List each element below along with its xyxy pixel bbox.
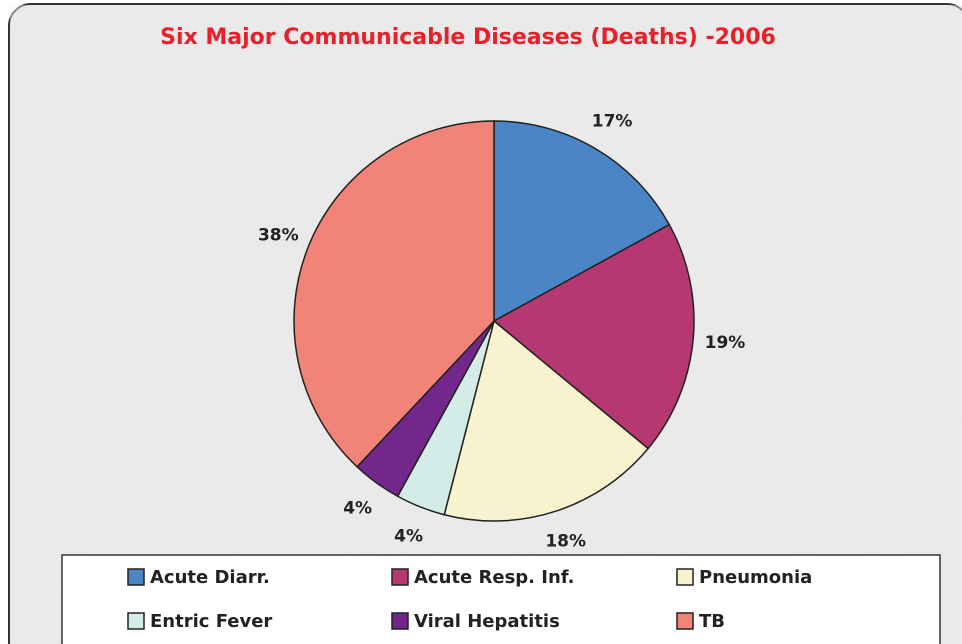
- data-label: 4%: [394, 527, 423, 547]
- legend-swatch: [391, 612, 409, 630]
- legend-label: Viral Hepatitis: [414, 611, 560, 632]
- legend-label: Pneumonia: [699, 567, 812, 588]
- pie-slice: [492, 223, 695, 450]
- legend-label: TB: [699, 611, 725, 632]
- data-label: 18%: [545, 532, 586, 552]
- legend-swatch: [391, 568, 409, 586]
- legend-swatch: [127, 568, 145, 586]
- pie-slice: [443, 319, 650, 522]
- legend-swatch: [676, 568, 694, 586]
- chart-title: Six Major Communicable Diseases (Deaths)…: [160, 25, 776, 50]
- legend-label: Acute Resp. Inf.: [414, 567, 574, 588]
- legend-label: Entric Fever: [150, 611, 272, 632]
- legend-label: Acute Diarr.: [150, 567, 270, 588]
- pie-slice: [293, 120, 495, 468]
- legend-swatch: [676, 612, 694, 630]
- pie-slice: [493, 120, 671, 323]
- data-label: 38%: [258, 226, 299, 246]
- legend-swatch: [127, 612, 145, 630]
- data-label: 19%: [705, 333, 746, 353]
- data-label: 17%: [592, 111, 633, 131]
- legend-box: [61, 554, 941, 644]
- data-label: 4%: [343, 499, 372, 519]
